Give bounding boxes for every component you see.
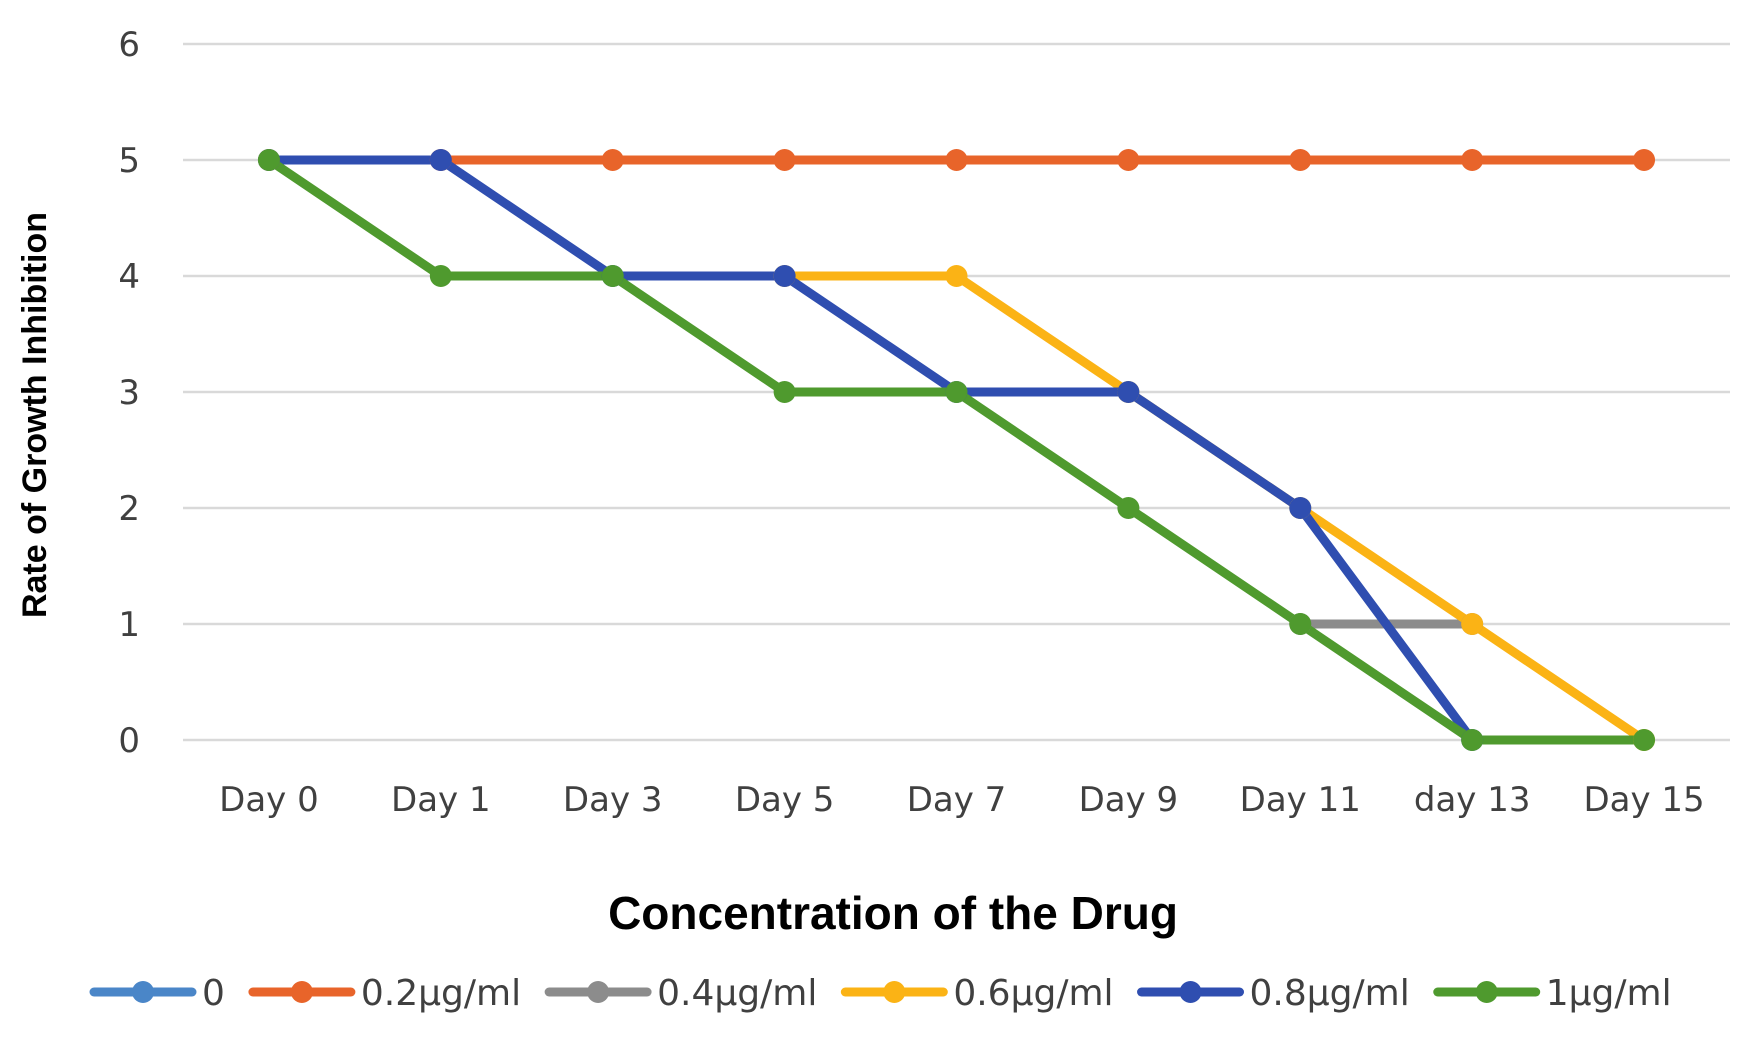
legend-swatch-marker bbox=[883, 981, 906, 1003]
data-point bbox=[1461, 613, 1484, 635]
series-line bbox=[264, 155, 1649, 745]
data-point bbox=[945, 149, 968, 171]
legend-label: 1µg/ml bbox=[1546, 973, 1672, 1014]
data-point bbox=[945, 381, 968, 403]
legend-label: 0.6µg/ml bbox=[953, 973, 1113, 1014]
data-point bbox=[1633, 149, 1656, 171]
legend: 0 0.2µg/ml 0.4µg/ml 0.6µg/ml 0.8µg/ml 1µg/ml bbox=[89, 973, 1672, 1014]
x-tick-label: Day 7 bbox=[907, 780, 1007, 820]
x-tick-label: Day 1 bbox=[391, 780, 491, 820]
data-point bbox=[1117, 497, 1140, 519]
y-axis-label: Rate of Growth Inhibition bbox=[16, 212, 54, 618]
x-tick-label: Day 15 bbox=[1583, 780, 1704, 820]
y-tick-label: 2 bbox=[118, 489, 140, 529]
data-point bbox=[773, 381, 796, 403]
y-tick-label: 3 bbox=[118, 373, 140, 413]
legend-swatch-marker bbox=[290, 981, 313, 1003]
data-point bbox=[1117, 149, 1140, 171]
data-point bbox=[1633, 729, 1656, 751]
data-point bbox=[601, 149, 624, 171]
data-point bbox=[945, 265, 968, 287]
x-tick-label: Day 0 bbox=[219, 780, 319, 820]
x-tick-label: Day 5 bbox=[735, 780, 835, 820]
legend-label: 0.4µg/ml bbox=[657, 973, 817, 1014]
y-tick-label: 6 bbox=[118, 25, 140, 65]
x-tick-label: Day 9 bbox=[1079, 780, 1179, 820]
data-point bbox=[429, 265, 452, 287]
data-point bbox=[1289, 613, 1312, 635]
series-lines bbox=[264, 155, 1649, 745]
legend-label: 0.8µg/ml bbox=[1250, 973, 1410, 1014]
data-point bbox=[429, 149, 452, 171]
legend-item: 0.6µg/ml bbox=[840, 973, 1114, 1014]
y-tick-label: 5 bbox=[118, 141, 140, 181]
y-axis-ticks: 0 1 2 3 4 5 6 bbox=[118, 25, 140, 761]
data-point bbox=[773, 265, 796, 287]
data-point bbox=[1117, 381, 1140, 403]
x-axis-label: Concentration of the Drug bbox=[608, 887, 1178, 939]
legend-item: 1µg/ml bbox=[1433, 973, 1672, 1014]
series-markers bbox=[257, 149, 1656, 751]
legend-item: 0.8µg/ml bbox=[1137, 973, 1410, 1014]
x-axis-ticks: Day 0 Day 1 Day 3 Day 5 Day 7 Day 9 Day 11 day … bbox=[219, 780, 1705, 820]
legend-swatch-marker bbox=[587, 981, 610, 1003]
x-tick-label: day 13 bbox=[1414, 780, 1531, 820]
data-point bbox=[1289, 149, 1312, 171]
legend-label: 0 bbox=[202, 973, 225, 1014]
data-point bbox=[1289, 497, 1312, 519]
legend-swatch-marker bbox=[1179, 981, 1202, 1003]
data-point bbox=[1461, 149, 1484, 171]
legend-item: 0.2µg/ml bbox=[248, 973, 521, 1014]
legend-swatch-marker bbox=[1475, 981, 1498, 1003]
legend-item: 0 bbox=[89, 973, 225, 1014]
legend-item: 0.4µg/ml bbox=[544, 973, 817, 1014]
y-tick-label: 0 bbox=[118, 721, 140, 761]
legend-swatch-marker bbox=[132, 981, 154, 1003]
data-point bbox=[601, 265, 624, 287]
x-tick-label: Day 3 bbox=[563, 780, 663, 820]
y-tick-label: 4 bbox=[118, 257, 140, 297]
data-point bbox=[257, 149, 280, 171]
data-point bbox=[1461, 729, 1484, 751]
data-point bbox=[773, 149, 796, 171]
series-line bbox=[264, 155, 1477, 745]
legend-label: 0.2µg/ml bbox=[361, 973, 521, 1014]
y-tick-label: 1 bbox=[118, 605, 140, 645]
x-tick-label: Day 11 bbox=[1240, 780, 1361, 820]
